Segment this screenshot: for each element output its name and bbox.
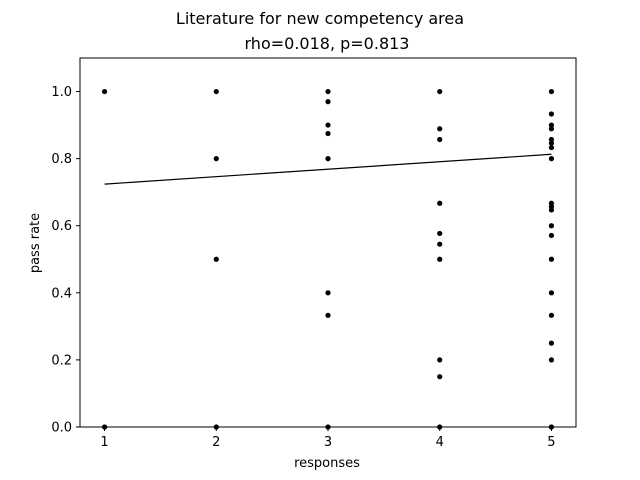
data-point (548, 88, 555, 95)
data-point (101, 88, 108, 95)
x-tick-label: 4 (436, 435, 444, 450)
data-point (325, 156, 331, 162)
y-axis-label: pass rate (28, 213, 43, 273)
chart-subtitle: rho=0.018, p=0.813 (245, 34, 410, 53)
data-point (325, 99, 331, 105)
y-tick-label: 0.8 (51, 152, 72, 167)
regression-line (104, 153, 552, 185)
plot-frame (79, 57, 577, 428)
data-point (548, 357, 555, 363)
y-tick-label: 0.6 (51, 219, 72, 234)
data-point (548, 126, 555, 132)
data-point (437, 256, 443, 262)
data-point (325, 130, 331, 137)
data-point (548, 136, 555, 143)
y-tick-label: 0.4 (51, 286, 72, 301)
data-point (548, 144, 555, 151)
plot-marks: 1 2 3 4 5 0.0 0.2 0.4 0.6 0.8 1.0 (51, 57, 577, 450)
data-point (437, 357, 443, 363)
data-point (548, 290, 555, 296)
data-point (548, 232, 555, 239)
y-tick-label: 0.0 (51, 421, 72, 436)
data-point (548, 156, 555, 162)
x-tick-label: 5 (547, 435, 555, 450)
data-point (548, 122, 555, 128)
data-point (548, 340, 555, 346)
x-tick-label: 1 (100, 435, 108, 450)
data-point (325, 312, 331, 318)
data-point (437, 374, 443, 380)
data-point (325, 290, 331, 296)
data-point (325, 122, 331, 128)
data-point (548, 312, 555, 318)
data-point (213, 156, 219, 162)
data-point (548, 256, 555, 262)
data-point (548, 223, 555, 229)
data-point (437, 126, 443, 132)
data-point (437, 136, 443, 143)
data-point (437, 200, 443, 206)
x-tick-label: 3 (324, 435, 332, 450)
data-point (437, 88, 443, 95)
data-point (213, 88, 219, 95)
y-tick-label: 0.2 (51, 353, 72, 368)
chart-title: Literature for new competency area (176, 9, 464, 28)
data-point (548, 140, 555, 146)
data-point (213, 256, 219, 262)
data-point (325, 88, 331, 95)
data-point (437, 241, 443, 247)
data-point (548, 207, 555, 213)
x-axis-label: responses (294, 456, 360, 471)
y-tick-label: 1.0 (51, 85, 72, 100)
data-point (437, 230, 443, 237)
x-tick-label: 2 (212, 435, 220, 450)
data-point (548, 111, 555, 117)
